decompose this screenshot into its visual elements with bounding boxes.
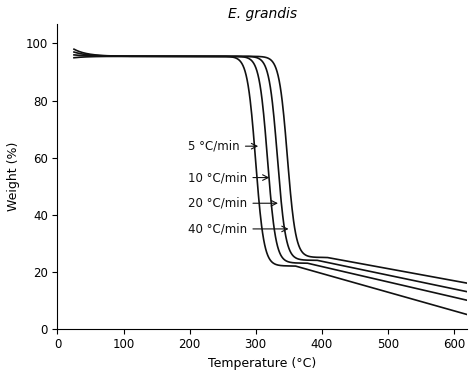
X-axis label: Temperature (°C): Temperature (°C) [208,357,316,370]
Text: 10 °C/min: 10 °C/min [188,171,268,184]
Text: 40 °C/min: 40 °C/min [188,222,287,235]
Y-axis label: Weight (%): Weight (%) [7,141,20,211]
Text: 20 °C/min: 20 °C/min [188,197,277,210]
Text: 5 °C/min: 5 °C/min [188,140,257,153]
Title: E. grandis: E. grandis [228,7,297,21]
